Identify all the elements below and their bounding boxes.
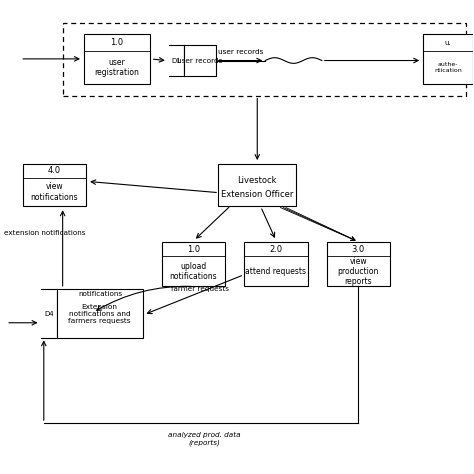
Text: attend requests: attend requests	[246, 267, 306, 276]
FancyBboxPatch shape	[23, 164, 86, 206]
FancyBboxPatch shape	[162, 242, 225, 286]
Text: user records: user records	[177, 57, 222, 64]
Text: u.: u.	[445, 39, 451, 46]
Text: D4: D4	[44, 310, 54, 317]
Text: user records: user records	[218, 49, 264, 55]
FancyBboxPatch shape	[184, 45, 216, 76]
Text: Extension
notifications and
farmers requests: Extension notifications and farmers requ…	[68, 303, 131, 324]
Text: 4.0: 4.0	[48, 166, 61, 175]
Text: D1: D1	[171, 57, 181, 64]
Text: notifications: notifications	[78, 291, 122, 297]
Text: upload
notifications: upload notifications	[170, 262, 217, 281]
FancyBboxPatch shape	[244, 242, 308, 286]
FancyBboxPatch shape	[56, 289, 143, 338]
FancyBboxPatch shape	[327, 242, 390, 286]
Text: view
notifications: view notifications	[31, 182, 78, 202]
Text: authe-
ntication: authe- ntication	[434, 62, 462, 73]
FancyBboxPatch shape	[423, 35, 473, 84]
Text: Livestock: Livestock	[237, 175, 277, 184]
Text: 1.0: 1.0	[187, 245, 200, 254]
Text: Extension Officer: Extension Officer	[221, 190, 293, 199]
FancyBboxPatch shape	[218, 164, 296, 206]
Text: analyzed prod. data
(reports): analyzed prod. data (reports)	[168, 432, 240, 446]
Text: 3.0: 3.0	[352, 245, 365, 254]
Text: 2.0: 2.0	[269, 245, 283, 254]
Text: user
registration: user registration	[94, 57, 139, 77]
Text: 1.0: 1.0	[110, 38, 123, 47]
Text: view
production
reports: view production reports	[337, 256, 379, 286]
Text: farmer requests: farmer requests	[171, 286, 229, 292]
FancyBboxPatch shape	[84, 35, 150, 84]
Text: extension notifications: extension notifications	[4, 230, 85, 236]
